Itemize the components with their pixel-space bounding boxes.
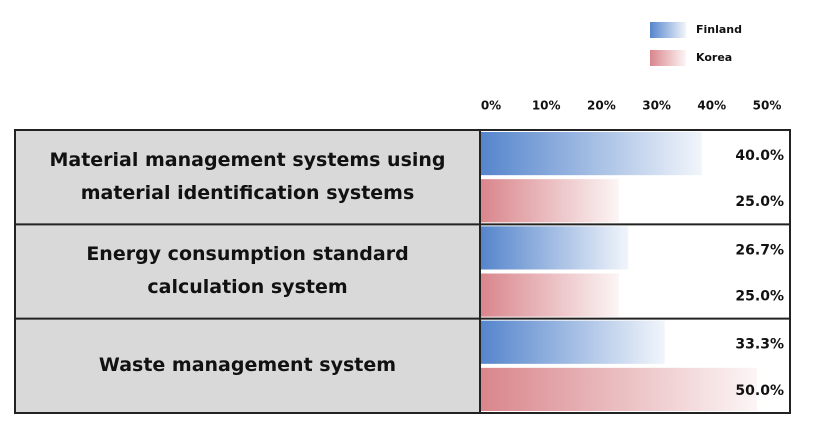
bar [481,179,619,223]
value-label: 25.0% [735,289,784,305]
bar [481,273,619,317]
x-tick-label: 10% [532,99,561,113]
bar [481,320,665,364]
category-label: Waste management system [98,354,397,377]
value-label: 26.7% [735,242,784,258]
value-label: 25.0% [735,194,784,210]
legend-swatch [650,22,686,38]
x-tick-label: 0% [481,99,501,113]
label-column [15,130,480,413]
x-tick-label: 30% [642,99,671,113]
legend-label: Finland [696,23,742,36]
value-label: 50.0% [735,383,784,399]
category-label: Energy consumption standard calculation … [86,243,409,299]
value-label: 33.3% [735,337,784,353]
x-tick-label: 20% [587,99,616,113]
legend-label: Korea [696,51,732,64]
x-tick-label: 50% [753,99,782,113]
x-tick-label: 40% [697,99,726,113]
value-label: 40.0% [735,148,784,164]
bar [481,132,702,176]
table-border [14,129,791,414]
bar [481,367,757,411]
bar [481,226,629,270]
legend-swatch [650,50,686,66]
category-label: Material management systems using materi… [49,149,446,205]
